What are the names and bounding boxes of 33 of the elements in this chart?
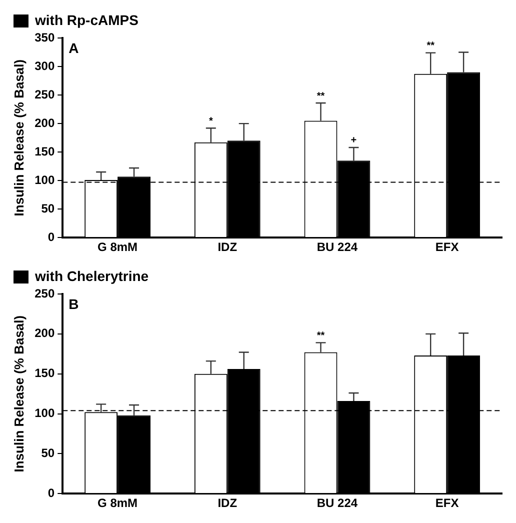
- x-tick-label: G 8mM: [98, 240, 138, 254]
- x-tick-label: EFX: [435, 496, 459, 510]
- y-tick-label: 300: [34, 58, 55, 73]
- annotation: **: [426, 40, 435, 52]
- annotation: *: [208, 116, 213, 127]
- legend-label: with Chelerytrine: [34, 268, 149, 284]
- y-tick-label: 350: [34, 30, 55, 44]
- y-tick-label: 100: [34, 406, 55, 420]
- y-tick-label: 200: [34, 116, 55, 130]
- y-tick-label: 150: [34, 366, 55, 380]
- y-axis-title: Insulin Release (% Basal): [11, 315, 26, 472]
- y-tick-label: 250: [34, 286, 55, 300]
- y-axis-title: Insulin Release (% Basal): [11, 59, 26, 216]
- y-tick-label: 50: [41, 201, 55, 216]
- x-tick-label: IDZ: [218, 496, 238, 510]
- annotation: **: [316, 90, 325, 102]
- y-tick-label: 200: [34, 326, 55, 340]
- y-tick-label: 100: [34, 172, 55, 187]
- legend-label: with Rp-cAMPS: [34, 12, 138, 28]
- x-tick-label: BU 224: [316, 240, 358, 254]
- annotation: **: [316, 330, 325, 342]
- x-tick-label: G 8mM: [98, 496, 138, 510]
- annotation: A: [68, 40, 79, 56]
- y-tick-label: 0: [48, 486, 55, 500]
- y-tick-label: 0: [48, 230, 55, 244]
- x-tick-label: IDZ: [218, 240, 238, 254]
- y-tick-label: 150: [34, 144, 55, 158]
- x-tick-label: EFX: [435, 240, 459, 254]
- y-tick-label: 250: [34, 87, 55, 102]
- y-tick-label: 50: [41, 446, 55, 460]
- x-tick-label: BU 224: [316, 496, 358, 510]
- annotation: +: [350, 135, 357, 146]
- annotation: B: [68, 296, 79, 312]
